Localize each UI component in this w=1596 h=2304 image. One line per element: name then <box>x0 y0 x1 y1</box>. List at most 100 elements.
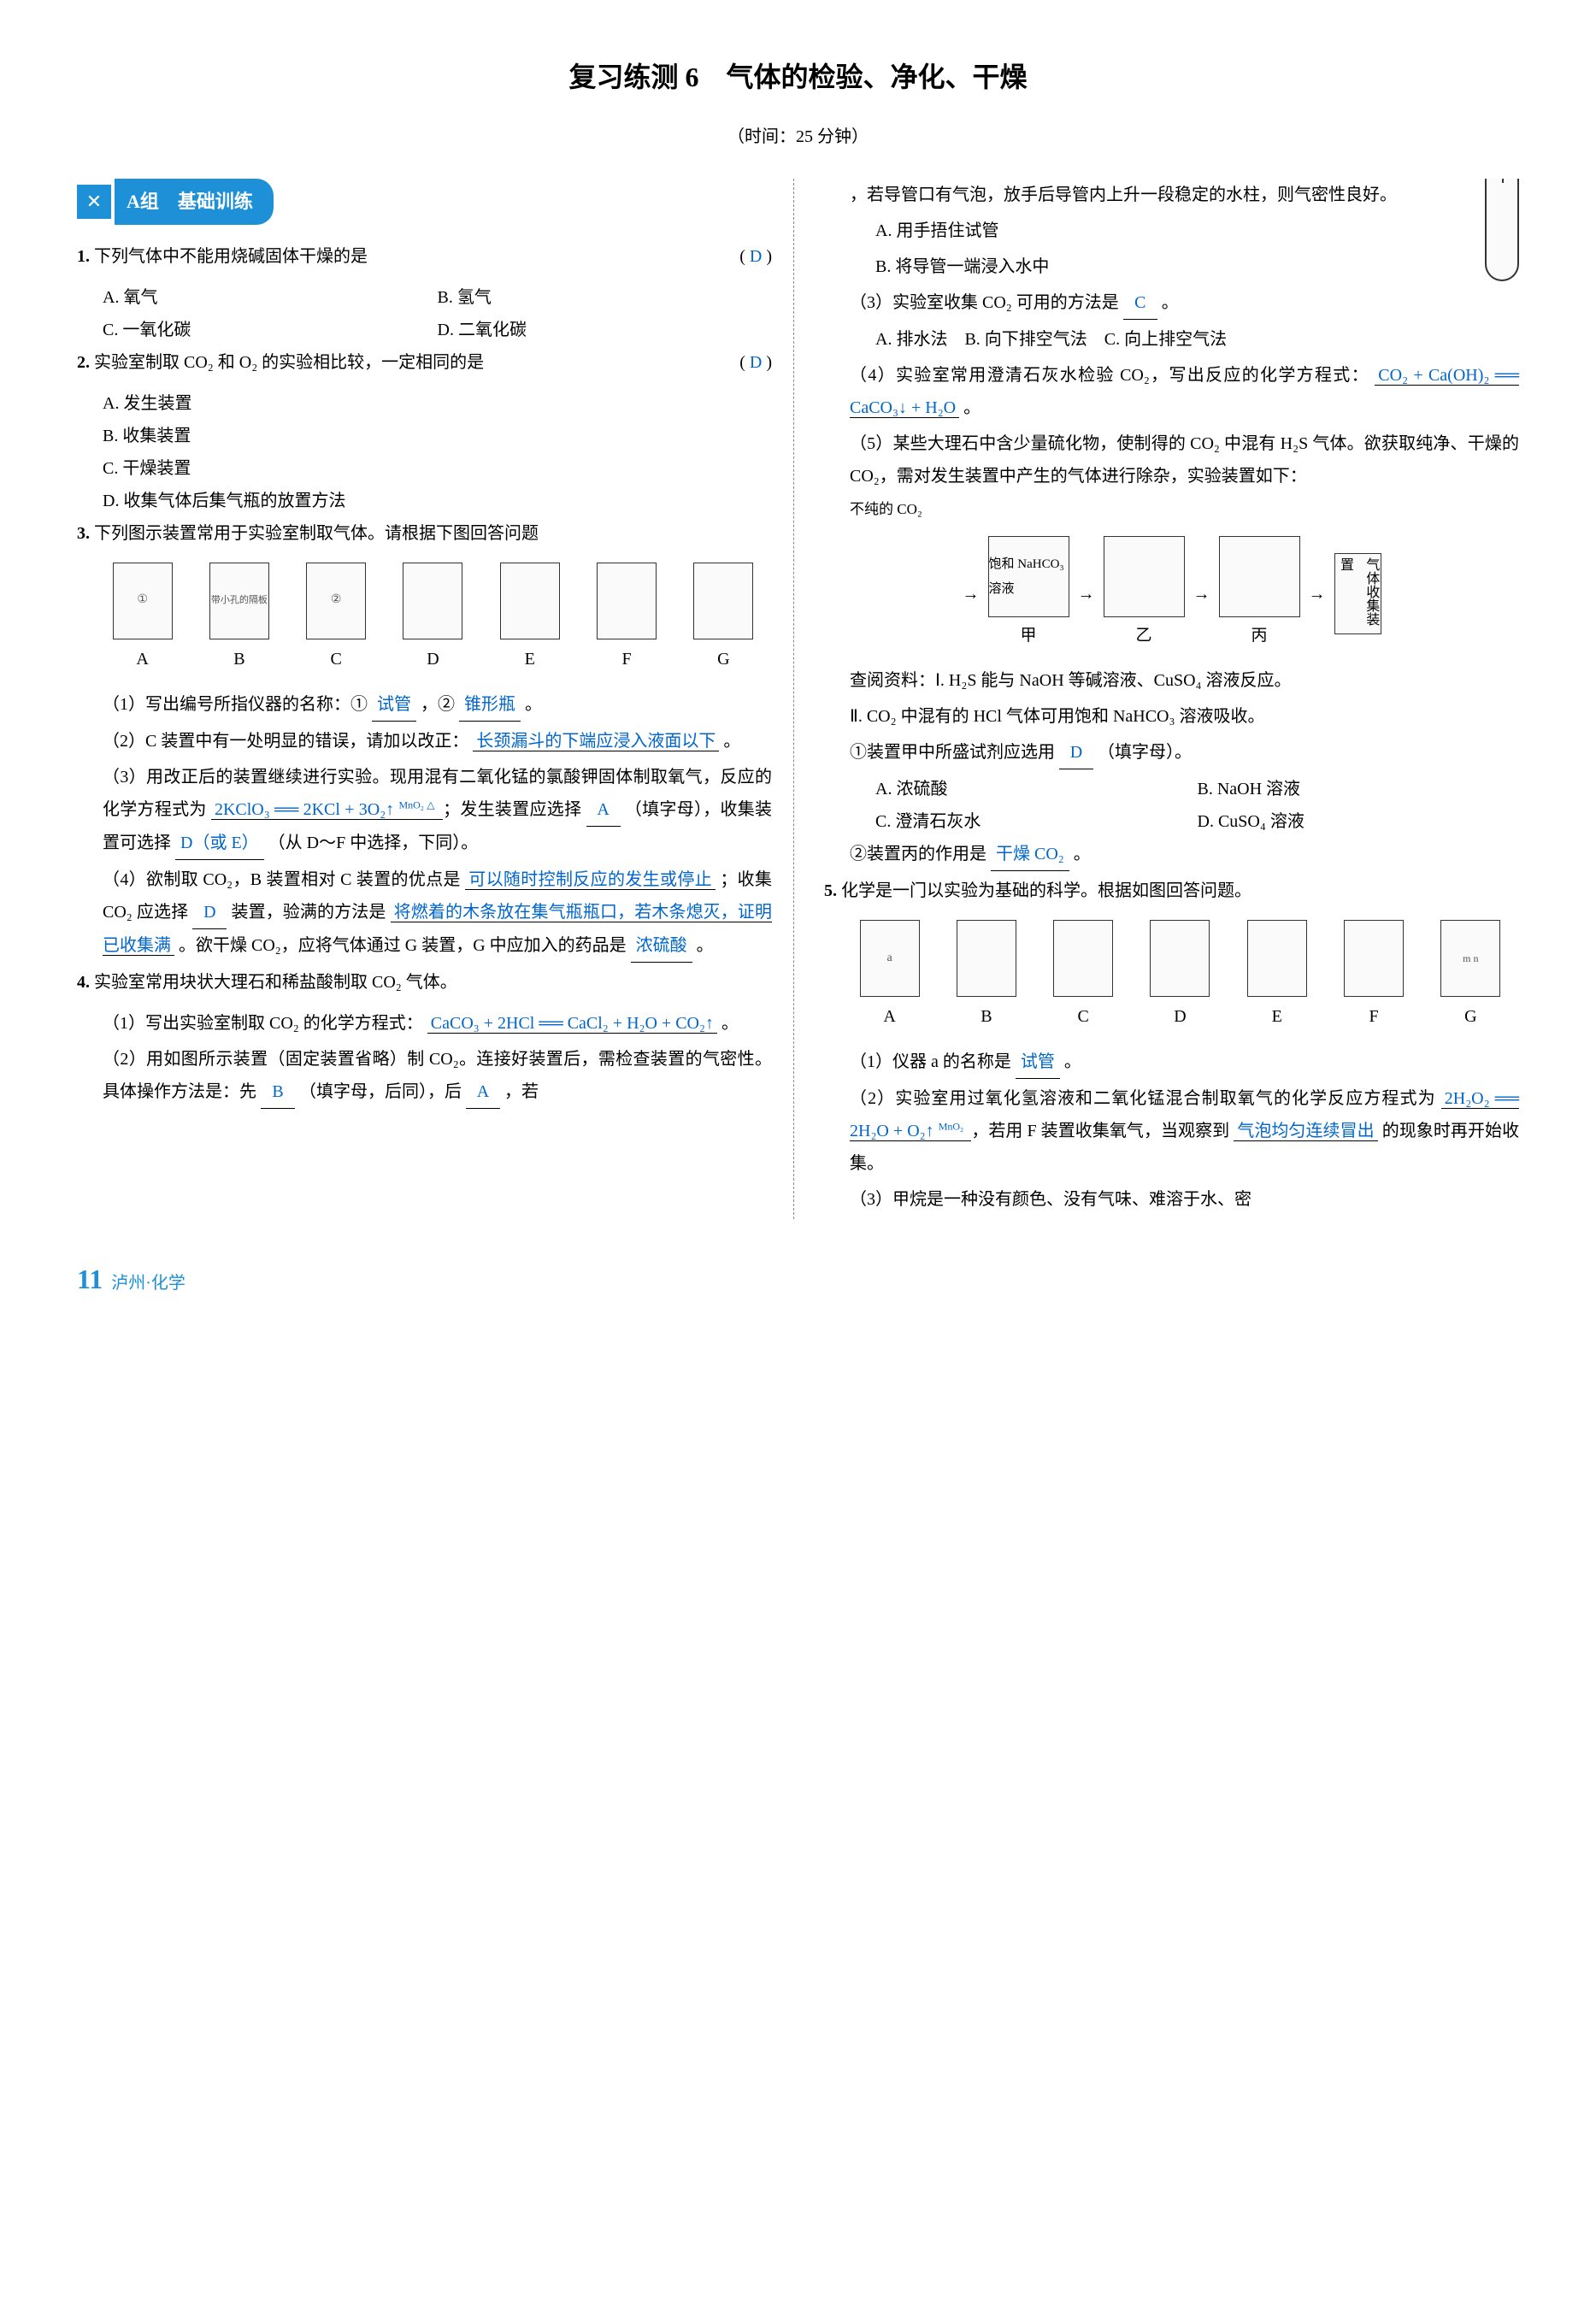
q2-opt-c: C. 干燥装置 <box>103 452 772 485</box>
page-time: （时间：25 分钟） <box>77 121 1519 153</box>
q4-s5q1: ①装置甲中所盛试剂应选用 D （填字母）。 <box>824 736 1519 769</box>
content-columns: A组 基础训练 1. 下列气体中不能用烧碱固体干燥的是 D A. 氧气 B. 氢… <box>77 179 1519 1219</box>
q4-s2-optB: B. 将导管一端浸入水中 <box>824 250 1519 283</box>
q3-s4-a1: 可以随时控制反应的发生或停止 <box>465 870 716 890</box>
q4-s3-ans: C <box>1123 286 1157 320</box>
right-column: ，若导管口有气泡，放手后导管内上升一段稳定的水柱，则气密性良好。 A. 用手捂住… <box>820 179 1519 1219</box>
q4-s2-optA: A. 用手捂住试管 <box>824 215 1519 247</box>
page-footer: 11 泸州·化学 <box>77 1253 1519 1305</box>
q5-s1-ans: 试管 <box>1016 1046 1060 1079</box>
q3-diagram: ①A 带小孔的隔板B ②C D E F G <box>77 563 772 675</box>
q4-info2: Ⅱ. CO₂ 中混有的 HCl 气体可用饱和 NaHCO₃ 溶液吸收。 <box>824 700 1519 733</box>
section-a-label: A组 基础训练 <box>115 179 274 225</box>
q4-s5q2-ans: 干燥 CO₂ <box>991 838 1069 871</box>
q5-diagram: aA B C D E F m nG <box>824 920 1519 1033</box>
q3-diag-d: D <box>403 563 462 675</box>
arrow-icon: → <box>1193 578 1210 610</box>
arrow-icon: → <box>963 578 980 610</box>
bottle-3: 丙 <box>1219 536 1300 651</box>
q4-s2-a2: A <box>466 1075 500 1109</box>
q4-s2-cont: ，若导管口有气泡，放手后导管内上升一段稳定的水柱，则气密性良好。 A. 用手捂住… <box>824 179 1519 286</box>
q5-s1: （1）仪器 a 的名称是 试管 。 <box>824 1046 1519 1079</box>
q4-s5q1-c: C. 澄清石灰水 <box>875 805 1198 838</box>
q4-flow-diagram: 不纯的 CO₂ → 饱和 NaHCO₃ 溶液 甲 → 乙 → 丙 → 气体 <box>824 496 1519 651</box>
q4-s4: （4）实验室常用澄清石灰水检验 CO₂，写出反应的化学方程式： CO₂ + Ca… <box>824 359 1519 424</box>
q5-num: 5. <box>824 881 837 900</box>
question-2: 2. 实验室制取 CO₂ 和 O₂ 的实验相比较，一定相同的是 D <box>77 346 772 379</box>
q2-text: 实验室制取 CO₂ 和 O₂ 的实验相比较，一定相同的是 <box>94 353 484 372</box>
q4-info1: 查阅资料：Ⅰ. H₂S 能与 NaOH 等碱溶液、CuSO₄ 溶液反应。 <box>824 664 1519 697</box>
q1-num: 1. <box>77 247 90 266</box>
q3-s2: （2）C 装置中有一处明显的错误，请加以改正： 长颈漏斗的下端应浸入液面以下 。 <box>77 725 772 757</box>
q4-s5q1-b: B. NaOH 溶液 <box>1198 773 1520 805</box>
q4-s1: （1）写出实验室制取 CO₂ 的化学方程式： CaCO₃ + 2HCl ══ C… <box>77 1007 772 1040</box>
tube-icon <box>1485 179 1519 281</box>
question-3: 3. 下列图示装置常用于实验室制取气体。请根据下图回答问题 <box>77 517 772 550</box>
bottle-2: 乙 <box>1104 536 1185 651</box>
page-footer-label: 泸州·化学 <box>111 1267 186 1299</box>
q3-s1-ans2: 锥形瓶 <box>459 688 521 722</box>
q5-diag-g: m nG <box>1440 920 1500 1033</box>
q2-answer: D <box>739 346 772 379</box>
arrow-icon: → <box>1309 578 1326 610</box>
q3-s3: （3）用改正后的装置继续进行实验。现用混有二氧化锰的氯酸钾固体制取氧气，反应的化… <box>77 761 772 860</box>
q3-diag-e: E <box>500 563 560 675</box>
q3-s1: （1）写出编号所指仪器的名称：① 试管 ，② 锥形瓶 。 <box>77 688 772 722</box>
q3-s3-col: D（或 E） <box>175 827 264 860</box>
q3-intro: 下列图示装置常用于实验室制取气体。请根据下图回答问题 <box>94 524 539 543</box>
q5-s2-ans: 气泡均匀连续冒出 <box>1234 1122 1377 1141</box>
q1-options: A. 氧气 B. 氢气 C. 一氧化碳 D. 二氧化碳 <box>77 281 772 346</box>
q3-diag-c: ②C <box>306 563 366 675</box>
q5-diag-c: C <box>1053 920 1113 1033</box>
q3-diag-b: 带小孔的隔板B <box>209 563 269 675</box>
q5-intro: 化学是一门以实验为基础的科学。根据如图回答问题。 <box>841 881 1251 900</box>
q3-num: 3. <box>77 524 90 543</box>
section-a-header: A组 基础训练 <box>77 179 274 225</box>
q5-diag-a: aA <box>860 920 920 1033</box>
q3-diag-f: F <box>597 563 657 675</box>
q4-s1-ans: CaCO₃ + 2HCl ══ CaCl₂ + H₂O + CO₂↑ <box>427 1014 717 1034</box>
bottle-1: 饱和 NaHCO₃ 溶液 甲 <box>988 536 1069 651</box>
page-title: 复习练测 6 气体的检验、净化、干燥 <box>77 51 1519 103</box>
q2-num: 2. <box>77 353 90 372</box>
q4-s5q2: ②装置丙的作用是 干燥 CO₂ 。 <box>824 838 1519 871</box>
q3-diag-a: ①A <box>113 563 173 675</box>
q5-diag-b: B <box>957 920 1016 1033</box>
q3-s2-ans: 长颈漏斗的下端应浸入液面以下 <box>473 732 719 751</box>
q2-opt-d: D. 收集气体后集气瓶的放置方法 <box>103 485 772 517</box>
q5-diag-f: F <box>1344 920 1404 1033</box>
question-4: 4. 实验室常用块状大理石和稀盐酸制取 CO₂ 气体。 <box>77 966 772 999</box>
q1-opt-c: C. 一氧化碳 <box>103 314 438 346</box>
q1-answer: D <box>739 240 772 273</box>
q4-s5: （5）某些大理石中含少量硫化物，使制得的 CO₂ 中混有 H₂S 气体。欲获取纯… <box>824 427 1519 492</box>
q3-diag-g: G <box>693 563 753 675</box>
question-5: 5. 化学是一门以实验为基础的科学。根据如图回答问题。 <box>824 875 1519 907</box>
q4-s5q1-d: D. CuSO₄ 溶液 <box>1198 805 1520 838</box>
collect-box: 气体收集装置 <box>1334 553 1381 634</box>
q4-num: 4. <box>77 973 90 992</box>
q3-s4-a2: D <box>192 896 227 929</box>
q4-s3: （3）实验室收集 CO₂ 可用的方法是 C 。 <box>824 286 1519 320</box>
q2-opt-b: B. 收集装置 <box>103 420 772 452</box>
arrow-icon: → <box>1078 578 1095 610</box>
q3-s4: （4）欲制取 CO₂，B 装置相对 C 装置的优点是 可以随时控制反应的发生或停… <box>77 863 772 963</box>
q4-intro: 实验室常用块状大理石和稀盐酸制取 CO₂ 气体。 <box>94 973 457 992</box>
section-icon <box>77 185 111 219</box>
q4-s5q1-a: A. 浓硫酸 <box>875 773 1198 805</box>
q3-s4-a4: 浓硫酸 <box>631 929 692 963</box>
q1-text: 下列气体中不能用烧碱固体干燥的是 <box>94 247 368 266</box>
q2-opt-a: A. 发生装置 <box>103 387 772 420</box>
question-1: 1. 下列气体中不能用烧碱固体干燥的是 D <box>77 240 772 273</box>
q1-opt-a: A. 氧气 <box>103 281 438 314</box>
q5-diag-d: D <box>1150 920 1210 1033</box>
q1-opt-b: B. 氢气 <box>438 281 773 314</box>
q4-s5q1-opts: A. 浓硫酸 B. NaOH 溶液 C. 澄清石灰水 D. CuSO₄ 溶液 <box>824 773 1519 838</box>
q5-s3: （3）甲烷是一种没有颜色、没有气味、难溶于水、密 <box>824 1183 1519 1216</box>
q4-s3-opts: A. 排水法 B. 向下排空气法 C. 向上排空气法 <box>824 323 1519 356</box>
q3-s3-eq: 2KClO₃ ══ 2KCl + 3O₂↑ MnO₂ △ <box>211 800 443 820</box>
q4-s5q1-ans: D <box>1059 736 1093 769</box>
q3-s3-dev: A <box>586 793 621 827</box>
q2-options: A. 发生装置 B. 收集装置 C. 干燥装置 D. 收集气体后集气瓶的放置方法 <box>77 387 772 517</box>
left-column: A组 基础训练 1. 下列气体中不能用烧碱固体干燥的是 D A. 氧气 B. 氢… <box>77 179 794 1219</box>
q1-opt-d: D. 二氧化碳 <box>438 314 773 346</box>
